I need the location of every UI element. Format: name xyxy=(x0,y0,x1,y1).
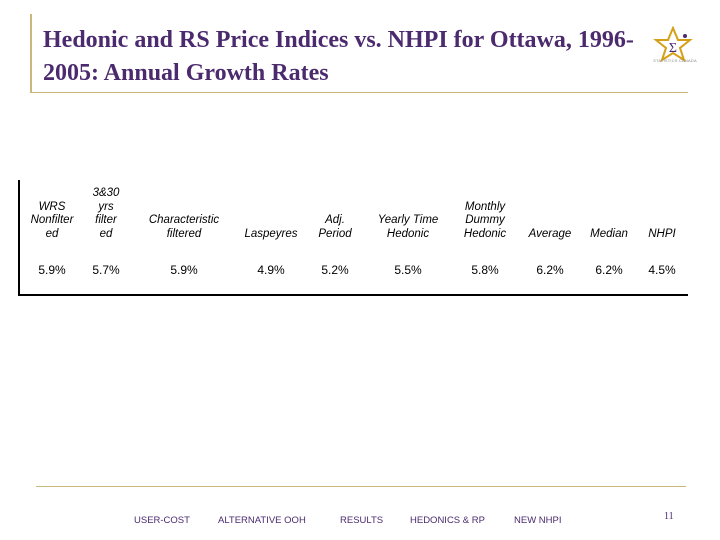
column-value: 5.9% xyxy=(170,263,198,277)
star-sigma-logo-icon: Σ xyxy=(653,26,693,63)
column-value: 4.5% xyxy=(648,263,676,277)
slide-title: Hedonic and RS Price Indices vs. NHPI fo… xyxy=(43,27,634,86)
column-header: Median xyxy=(590,227,628,240)
column-value: 5.7% xyxy=(92,263,120,277)
column-value: 6.2% xyxy=(536,263,564,277)
column-value: 4.9% xyxy=(257,263,285,277)
column-header: Monthly Dummy Hedonic xyxy=(463,200,507,240)
growth-rates-table xyxy=(18,180,688,296)
column-header: Characteristic filtered xyxy=(148,214,220,240)
column-header: Average xyxy=(528,227,572,240)
column-value: 5.8% xyxy=(471,263,499,277)
column-value: 6.2% xyxy=(595,263,623,277)
nav-link-results[interactable]: RESULTS xyxy=(340,515,384,526)
column-value: 5.5% xyxy=(394,263,422,277)
column-header: Yearly Time Hedonic xyxy=(377,214,439,240)
nav-link-alternative-ooh[interactable]: ALTERNATIVE OOH xyxy=(218,515,306,526)
column-value: 5.2% xyxy=(321,263,349,277)
column-header: WRS Nonfilter ed xyxy=(30,200,74,240)
nav-link-user-cost[interactable]: USER-COST xyxy=(134,515,190,526)
page-number: 11 xyxy=(664,511,674,522)
title-bottom-rule xyxy=(30,92,688,93)
logo-caption: STATISTICS CANADA xyxy=(653,58,697,63)
column-header: 3&30 yrs filter ed xyxy=(92,187,120,240)
svg-text:Σ: Σ xyxy=(669,41,677,56)
nav-link-hedonics-rp[interactable]: HEDONICS & RP xyxy=(410,515,485,526)
nav-link-new-nhpi[interactable]: NEW NHPI xyxy=(514,515,562,526)
column-value: 5.9% xyxy=(38,263,66,277)
footer-rule xyxy=(36,486,686,487)
column-header: NHPI xyxy=(648,227,676,240)
column-header: Adj. Period xyxy=(318,214,352,240)
column-header: Laspeyres xyxy=(244,227,298,240)
title-left-rule xyxy=(30,14,32,92)
